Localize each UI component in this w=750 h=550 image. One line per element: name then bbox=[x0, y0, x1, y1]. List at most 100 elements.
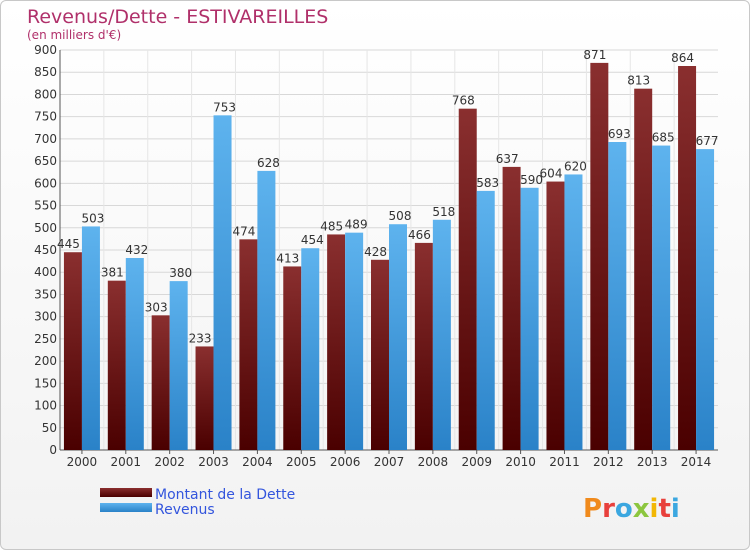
axes: 0 50 100 150 200 250 300 350 400 450 500 550 600 650 7… bbox=[34, 43, 718, 469]
bar-revenus bbox=[520, 187, 539, 450]
bar-revenus bbox=[301, 248, 320, 450]
bar-dette bbox=[546, 181, 565, 451]
value-label-revenus: 380 bbox=[169, 266, 192, 280]
bar-dette bbox=[371, 259, 389, 450]
value-label-revenus: 677 bbox=[696, 134, 719, 148]
x-tick-label: 2007 bbox=[374, 455, 405, 469]
bar-dette bbox=[590, 62, 609, 451]
value-label-dette: 445 bbox=[57, 237, 80, 251]
y-tick-label: 850 bbox=[34, 65, 57, 79]
bar-dette bbox=[239, 239, 258, 450]
legend: Montant de la Dette Revenus bbox=[100, 487, 295, 518]
x-tick-label: 2009 bbox=[461, 455, 492, 469]
bar-dette bbox=[283, 266, 302, 450]
x-tick-label: 2010 bbox=[505, 455, 536, 469]
legend-swatch-dette bbox=[100, 488, 152, 497]
value-label-revenus: 620 bbox=[564, 159, 587, 173]
y-tick-label: 650 bbox=[34, 154, 57, 168]
x-tick-label: 2008 bbox=[418, 455, 449, 469]
bar-revenus bbox=[608, 142, 627, 450]
bar-dette bbox=[634, 88, 653, 451]
value-label-dette: 637 bbox=[496, 152, 519, 166]
bar-revenus bbox=[125, 258, 144, 450]
x-tick-label: 2003 bbox=[198, 455, 229, 469]
bar-revenus bbox=[564, 174, 583, 450]
value-label-dette: 864 bbox=[671, 51, 694, 65]
value-label-dette: 233 bbox=[189, 331, 212, 345]
y-tick-label: 800 bbox=[34, 87, 57, 101]
value-label-revenus: 753 bbox=[213, 100, 236, 114]
chart-title: Revenus/Dette - ESTIVAREILLES bbox=[27, 6, 329, 28]
value-label-revenus: 508 bbox=[389, 209, 412, 223]
bar-dette bbox=[502, 166, 521, 450]
value-label-revenus: 432 bbox=[125, 243, 148, 257]
x-tick-label: 2001 bbox=[111, 455, 142, 469]
value-label-revenus: 518 bbox=[432, 205, 455, 219]
value-label-dette: 381 bbox=[101, 266, 124, 280]
value-label-revenus: 454 bbox=[301, 233, 324, 247]
value-label-revenus: 693 bbox=[608, 127, 631, 141]
x-tick-label: 2002 bbox=[154, 455, 185, 469]
bar-revenus bbox=[257, 170, 276, 450]
bar-revenus bbox=[345, 232, 364, 450]
proxiti-logo: Proxiti bbox=[583, 494, 680, 524]
bar-dette bbox=[195, 346, 214, 450]
bar-dette bbox=[327, 234, 346, 450]
bar-revenus bbox=[432, 219, 451, 450]
y-tick-label: 450 bbox=[34, 243, 57, 257]
bar-revenus bbox=[169, 281, 188, 450]
legend-swatch-revenus bbox=[100, 503, 152, 512]
value-label-revenus: 628 bbox=[257, 156, 280, 170]
y-tick-label: 750 bbox=[34, 110, 57, 124]
x-tick-label: 2012 bbox=[593, 455, 624, 469]
bar-revenus bbox=[476, 190, 495, 450]
bar-dette bbox=[151, 315, 170, 450]
bar-revenus bbox=[652, 145, 671, 451]
value-label-dette: 813 bbox=[627, 74, 650, 88]
x-tick-label: 2013 bbox=[637, 455, 668, 469]
bar-dette bbox=[414, 242, 433, 450]
y-tick-label: 550 bbox=[34, 199, 57, 213]
bars bbox=[63, 62, 715, 451]
value-label-dette: 428 bbox=[364, 245, 387, 259]
y-tick-label: 100 bbox=[34, 399, 57, 413]
y-tick-label: 0 bbox=[49, 443, 57, 457]
x-tick-label: 2000 bbox=[67, 455, 98, 469]
bar-dette bbox=[63, 252, 82, 450]
x-tick-label: 2014 bbox=[681, 455, 712, 469]
value-label-dette: 871 bbox=[583, 48, 606, 62]
bar-dette bbox=[458, 108, 477, 451]
legend-label-revenus: Revenus bbox=[155, 502, 215, 518]
bar-revenus bbox=[81, 226, 100, 450]
y-tick-label: 400 bbox=[34, 265, 57, 279]
value-label-revenus: 489 bbox=[345, 218, 368, 232]
value-label-revenus: 583 bbox=[476, 176, 499, 190]
y-tick-label: 50 bbox=[42, 421, 57, 435]
value-label-revenus: 590 bbox=[520, 173, 543, 187]
value-label-dette: 485 bbox=[320, 219, 343, 233]
bar-dette bbox=[107, 280, 126, 450]
bar-revenus bbox=[389, 224, 407, 450]
bar-revenus bbox=[696, 149, 715, 450]
value-label-dette: 474 bbox=[232, 224, 255, 238]
value-label-dette: 466 bbox=[408, 228, 431, 242]
x-tick-label: 2011 bbox=[549, 455, 580, 469]
value-label-dette: 303 bbox=[145, 300, 168, 314]
y-tick-label: 500 bbox=[34, 221, 57, 235]
y-tick-label: 150 bbox=[34, 376, 57, 390]
value-label-revenus: 503 bbox=[81, 211, 104, 225]
x-tick-label: 2006 bbox=[330, 455, 361, 469]
value-label-revenus: 685 bbox=[652, 131, 675, 145]
y-tick-label: 900 bbox=[34, 43, 57, 57]
x-tick-label: 2004 bbox=[242, 455, 273, 469]
y-tick-label: 300 bbox=[34, 310, 57, 324]
chart-subtitle: (en milliers d'€) bbox=[27, 28, 122, 42]
legend-label-dette: Montant de la Dette bbox=[155, 487, 295, 503]
y-tick-label: 200 bbox=[34, 354, 57, 368]
y-tick-label: 350 bbox=[34, 287, 57, 301]
y-tick-label: 250 bbox=[34, 332, 57, 346]
value-label-dette: 413 bbox=[276, 251, 299, 265]
bar-dette bbox=[678, 66, 697, 450]
